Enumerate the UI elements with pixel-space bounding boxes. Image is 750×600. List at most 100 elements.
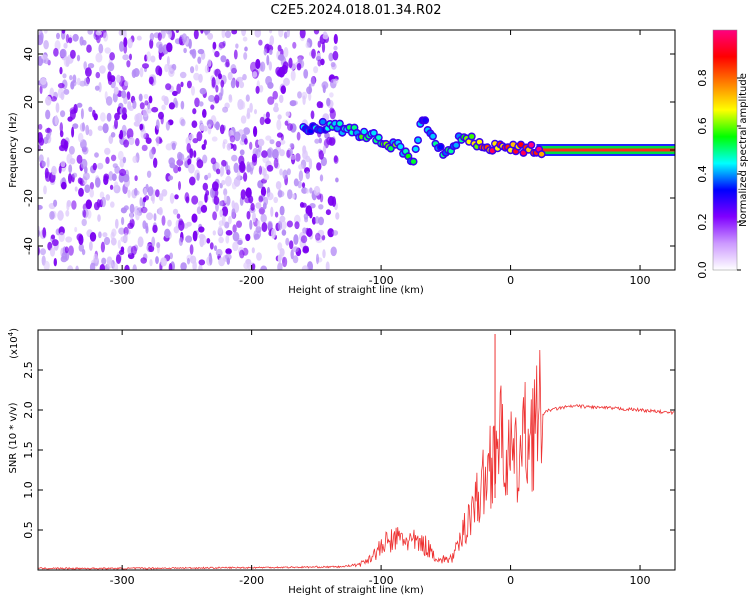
spectrogram-noise-cell [140,257,147,264]
spectrogram-noise-cell [168,263,173,270]
spectrogram-noise-cell [253,126,258,137]
spectrogram-noise-cell [130,245,137,256]
spectrogram-noise-cell [175,30,180,33]
spectrogram-noise-cell [63,56,71,68]
spectrogram-noise-cell [104,147,111,155]
spectrogram-noise-cell [203,139,207,146]
spectrogram-noise-cell [277,262,283,270]
spectrogram-noise-cell [193,30,199,40]
spectrogram-noise-cell [172,90,178,97]
spectrogram-noise-cell [138,93,143,102]
spectrogram-x-ticks: -300 -200 -100 0 100 [110,30,651,287]
spectrogram-noise-cell [297,180,302,189]
spectrogram-noise-cell [85,124,90,136]
ridge-cell [520,150,527,156]
spectrogram-noise-cell [174,194,179,200]
spectrogram-noise-cell [198,259,206,266]
spectrogram-noise-cell [199,237,204,248]
spectrogram-noise-cell [122,107,127,115]
spectrogram-noise-cell [285,111,290,117]
spectrogram-noise-cell [186,257,191,265]
spectrogram-noise-cell [329,92,334,98]
spectrogram-noise-cell [43,185,47,195]
colorbar-ticks: 0.0 0.2 0.4 0.6 0.8 [696,69,741,279]
spectrogram-noise-cell [313,185,321,196]
spectrogram-noise-cell [302,149,308,160]
spectrogram-noise-cell [122,156,127,164]
spectrogram-noise-cell [229,135,236,143]
spectrogram-noise-cell [283,77,290,86]
spectrogram-noise-cell [212,230,216,236]
spectrogram-noise-cell [98,231,102,239]
spectrogram-noise-cell [331,196,337,207]
spectrogram-noise-cell [60,91,65,101]
spectrogram-noise-cell [69,75,73,81]
spectrogram-noise-cell [319,174,324,182]
spectrogram-noise-cell [181,33,188,43]
spectrogram-noise-cell [155,256,159,265]
spectrogram-noise-cell [251,153,258,163]
spectrogram-noise-cell [207,123,212,135]
spectrogram-noise-cell [148,76,154,85]
spectrogram-noise-cell [140,129,147,139]
spectrogram-noise-cell [118,227,125,235]
spectrogram-noise-cell [105,156,110,164]
spectrogram-noise-cell [233,162,239,173]
spectrogram-noise-cell [310,76,316,87]
spectrogram-noise-cell [38,123,43,130]
spectrogram-noise-cell [95,52,103,63]
spectrogram-noise-cell [54,115,58,126]
spectrogram-noise-cell [178,181,181,191]
ridge-cell [469,134,475,139]
colorbar-tick-label: 0.6 [696,117,709,135]
spectrogram-noise-cell [275,140,282,148]
spectrogram-noise-cell [218,41,226,49]
spectrogram-noise-cell [80,108,84,120]
spectrogram-noise-cell [101,257,107,265]
spectrogram-noise-cell [265,135,272,141]
spectrogram-noise-cell [308,92,312,101]
spectrogram-noise-cell [333,45,338,51]
spectrogram-noise-cell [149,32,155,42]
spectrogram-noise-cell [292,193,296,200]
colorbar-tick-label: 0.2 [696,213,709,231]
spectrogram-noise-cell [194,97,200,108]
spectrogram-noise-cell [176,83,182,95]
x-tick-label: -200 [239,574,264,587]
spectrogram-noise-cell [256,220,261,228]
spectrogram-noise-cell [110,154,117,162]
spectrogram-noise-cell [161,104,166,111]
spectrogram-noise-cell [64,246,69,254]
spectrogram-noise-cell [262,202,267,210]
spectrogram-noise-cell [231,200,235,209]
spectrogram-noise-cell [83,77,90,87]
spectrogram-noise-cell [243,172,248,182]
spectrogram-noise-cell [86,209,92,219]
x-tick-label: -300 [110,274,135,287]
spectrogram-noise-cell [88,106,93,113]
spectrogram-noise-cell [190,66,195,74]
spectrogram-noise-cell [76,54,81,62]
spectrogram-noise-cell [216,168,221,175]
x-tick-label: -100 [369,274,394,287]
spectrogram-noise-cell [207,59,212,67]
spectrogram-noise-cell [211,77,216,88]
spectrogram-noise-cell [277,44,282,52]
colorbar-frame [712,29,738,271]
spectrogram-noise-cell [245,258,252,265]
spectrogram-noise-cell [278,66,286,78]
spectrogram-noise-cell [192,108,197,115]
spectrogram-noise-cell [68,245,74,256]
spectrogram-noise-cell [325,261,330,270]
spectrogram-noise-cell [124,80,129,87]
spectrogram-noise-cell [151,236,156,248]
ridge-cell [489,148,495,154]
spectrogram-noise-cell [149,149,154,160]
spectrogram-noise-cell [150,195,155,202]
spectrogram-noise-cell [108,135,114,144]
colorbar: 0.0 0.2 0.4 0.6 0.8 Normalized spectral ampl… [696,29,749,279]
spectrogram-noise-cell [271,228,276,240]
spectrogram-noise-cell [328,137,336,146]
spectrogram-noise-cell [265,75,272,86]
